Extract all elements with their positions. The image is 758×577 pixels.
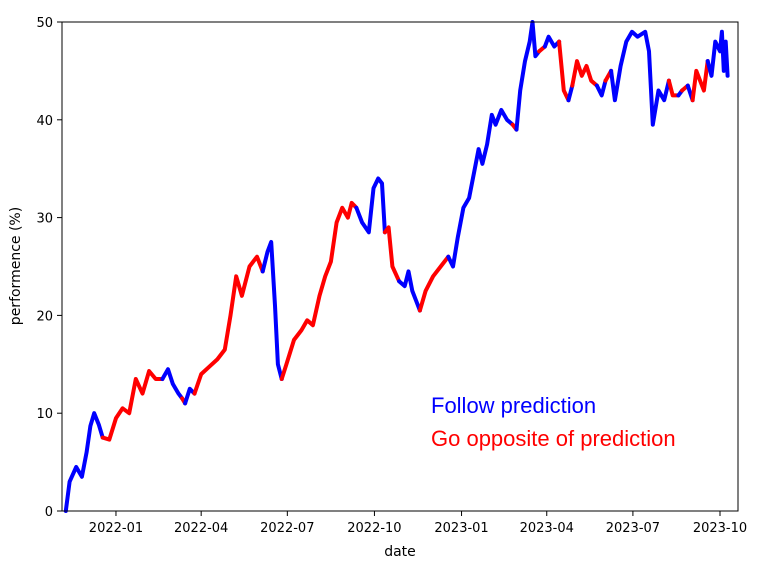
x-axis-label: date xyxy=(384,544,416,560)
x-tick-label: 2023-04 xyxy=(520,521,574,536)
x-tick-label: 2023-07 xyxy=(606,521,660,536)
series-segment-follow xyxy=(63,411,105,513)
annotation-follow-prediction: Follow prediction xyxy=(431,393,596,418)
x-tick-label: 2022-10 xyxy=(347,521,401,536)
series-layer xyxy=(63,20,730,513)
series-segment-opposite xyxy=(279,200,359,381)
x-tick-label: 2022-04 xyxy=(174,521,228,536)
y-tick-label: 10 xyxy=(36,407,53,422)
x-tick-label: 2023-10 xyxy=(693,521,747,536)
series-segment-follow xyxy=(354,176,387,235)
series-segment-follow xyxy=(594,78,608,98)
series-segment-follow xyxy=(705,29,730,78)
plot-frame xyxy=(61,21,739,512)
y-tick-label: 20 xyxy=(36,309,53,324)
series-segment-follow xyxy=(609,29,671,127)
x-tick-label: 2023-01 xyxy=(434,521,488,536)
series-segment-follow xyxy=(260,240,284,381)
series-segment-follow xyxy=(160,367,185,401)
y-tick-label: 40 xyxy=(36,114,53,129)
y-axis: 0 10 20 30 40 50 xyxy=(36,16,62,520)
series-segment-opposite xyxy=(570,59,599,88)
series-segment-follow xyxy=(566,83,575,103)
series-segment-opposite xyxy=(100,369,165,442)
series-segment-follow xyxy=(514,20,542,132)
series-segment-opposite xyxy=(382,225,402,284)
series-segment-opposite xyxy=(557,39,571,103)
series-segment-follow xyxy=(446,108,515,269)
x-tick-label: 2022-07 xyxy=(260,521,314,536)
y-axis-label: performence (%) xyxy=(8,207,24,325)
y-tick-label: 0 xyxy=(45,505,53,520)
series-segment-opposite xyxy=(417,254,451,313)
annotation-go-opposite: Go opposite of prediction xyxy=(431,426,676,451)
series-segment-follow xyxy=(542,34,562,49)
series-segment-opposite xyxy=(192,254,265,396)
series-segment-follow xyxy=(397,269,422,313)
series-segment-follow xyxy=(183,386,197,406)
y-tick-label: 30 xyxy=(36,212,53,227)
series-segment-opposite xyxy=(690,59,710,103)
x-tick-label: 2022-01 xyxy=(89,521,143,536)
y-tick-label: 50 xyxy=(36,16,53,31)
x-axis: 2022-01 2022-04 2022-07 2022-10 2023-01 2023-… xyxy=(89,511,747,536)
